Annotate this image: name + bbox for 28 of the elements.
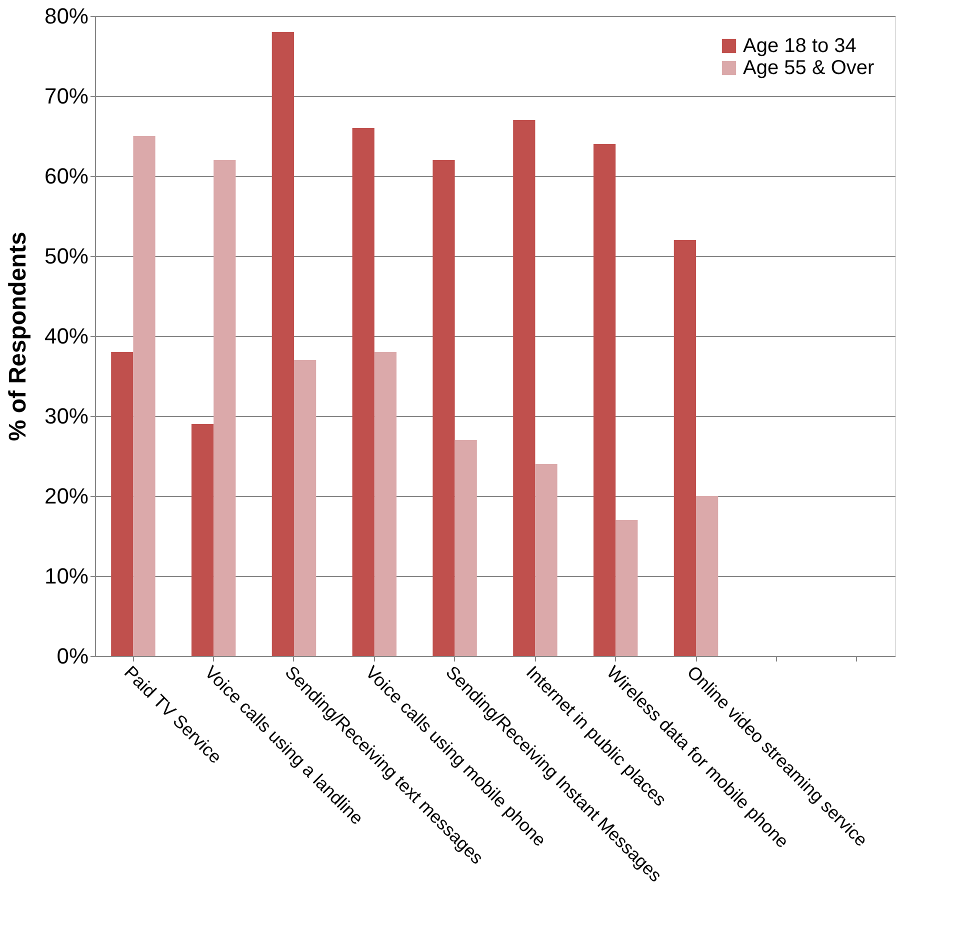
y-tick-label: 20% (44, 484, 88, 508)
bar (133, 136, 156, 656)
bar (214, 160, 236, 656)
bar (616, 520, 638, 656)
bar (535, 464, 558, 656)
bar (374, 352, 397, 656)
bar (513, 120, 536, 656)
y-tick-label: 30% (44, 404, 88, 428)
legend-label: Age 55 & Over (743, 57, 875, 79)
legend-label: Age 18 to 34 (743, 35, 856, 57)
y-tick-label: 60% (44, 164, 88, 188)
bar (352, 128, 374, 656)
bar (294, 360, 316, 656)
bar (454, 440, 477, 656)
bar (111, 352, 134, 656)
bar (593, 144, 616, 656)
bar (191, 424, 214, 656)
y-axis-title: % of Respondents (4, 232, 32, 442)
y-tick-label: 80% (44, 4, 88, 28)
y-tick-label: 10% (44, 564, 88, 588)
y-tick-label: 70% (44, 84, 88, 108)
bar (432, 160, 455, 656)
y-tick-label: 0% (56, 644, 88, 668)
bar (696, 496, 718, 656)
y-tick-label: 40% (44, 324, 88, 348)
bar (272, 32, 294, 656)
bar (674, 240, 696, 656)
y-tick-label: 50% (44, 244, 88, 268)
